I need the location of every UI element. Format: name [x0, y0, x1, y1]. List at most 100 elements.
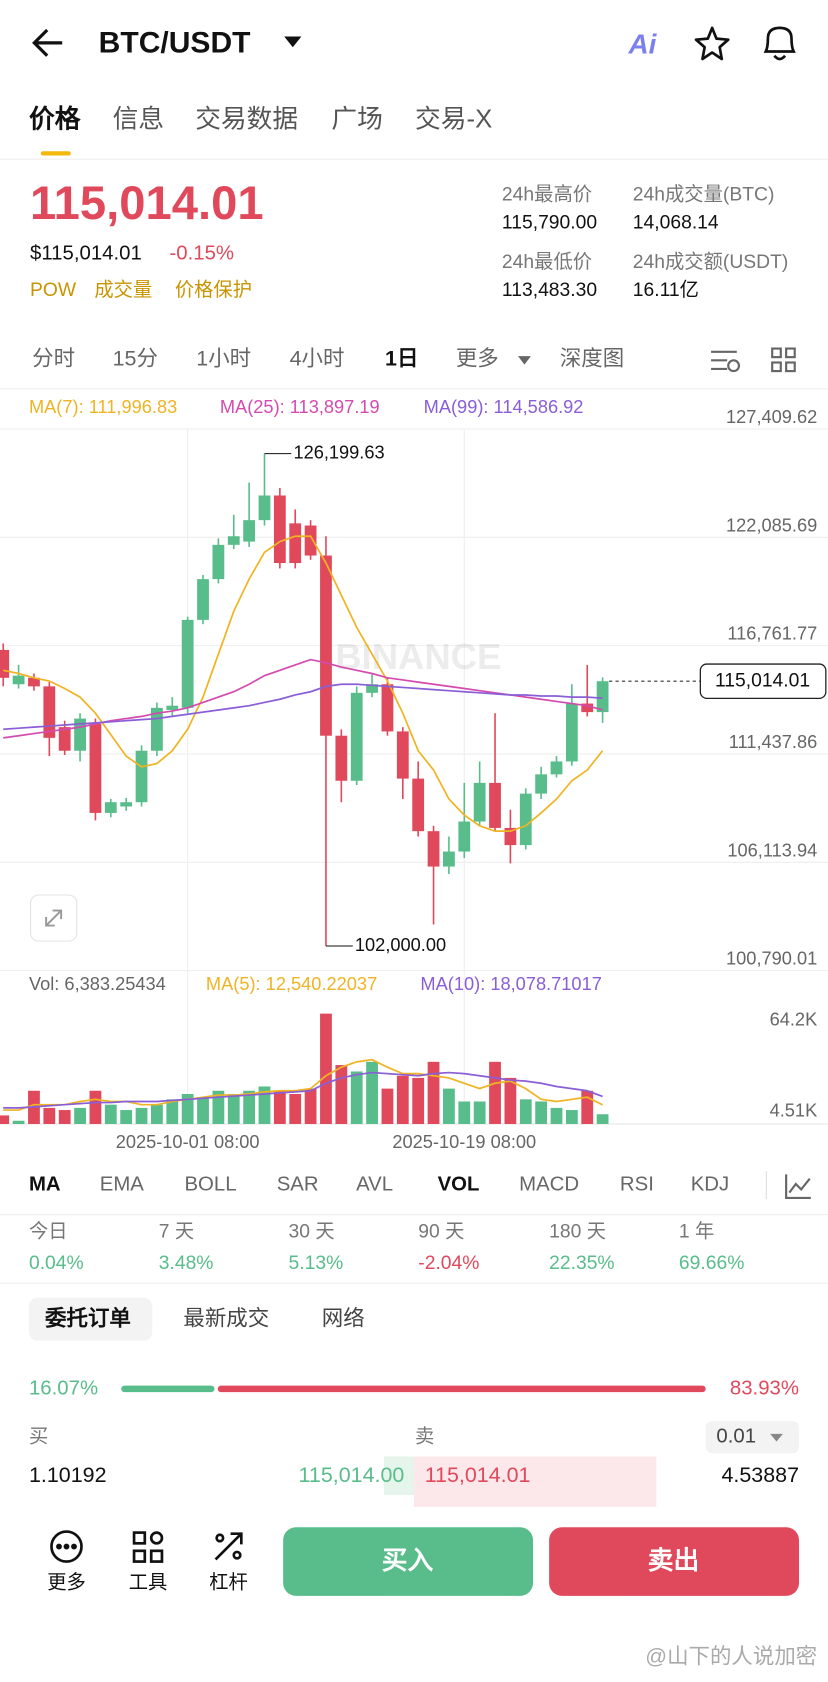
indicator-tab[interactable]: RSI	[619, 1172, 654, 1196]
indicator-tab[interactable]: MACD	[519, 1172, 580, 1196]
sell-label[interactable]: 卖出	[647, 1546, 700, 1576]
y-tick-label: 64.2K	[770, 1008, 818, 1029]
volume-bar	[443, 1088, 455, 1124]
interval[interactable]: 1日	[385, 347, 419, 372]
favorite-button[interactable]	[694, 26, 730, 61]
candle-body	[227, 536, 240, 545]
layout-button[interactable]	[771, 347, 796, 373]
bottom-item[interactable]: 工具	[128, 1571, 168, 1593]
watermark-text: @山下的人说加密	[645, 1645, 818, 1669]
divider	[765, 1171, 767, 1200]
interval[interactable]: 更多	[455, 347, 499, 372]
orderbook-tab[interactable]: 委托订单	[45, 1307, 131, 1331]
last-price: 115,014.01	[30, 176, 264, 230]
volume-bar	[151, 1104, 163, 1124]
candle-body	[89, 723, 102, 813]
tab[interactable]: 信息	[112, 104, 165, 134]
expand-icon	[45, 909, 63, 927]
interval[interactable]: 1小时	[196, 347, 252, 372]
divider	[0, 1282, 828, 1284]
stat-label: 24h成交量(BTC)	[632, 183, 775, 206]
more-icon[interactable]	[50, 1530, 83, 1563]
volume-bar	[166, 1099, 179, 1124]
tab[interactable]: 交易数据	[195, 104, 299, 134]
tab[interactable]: 交易-X	[415, 104, 493, 134]
tab-pill	[28, 1297, 153, 1341]
indicator-tab[interactable]: EMA	[99, 1172, 144, 1196]
candle-body	[212, 544, 225, 580]
bottom-item[interactable]: 更多	[47, 1571, 86, 1593]
tab[interactable]: 价格	[28, 104, 81, 134]
volume-bar	[381, 1088, 394, 1124]
volume-bar	[565, 1110, 578, 1124]
candle-body	[443, 851, 455, 867]
volume-bar	[519, 1099, 532, 1124]
indicator-tab[interactable]: KDJ	[690, 1172, 730, 1196]
header-icons	[32, 26, 796, 61]
candle-body	[243, 520, 256, 542]
interval[interactable]: 分时	[32, 347, 76, 372]
volume-bar	[120, 1110, 133, 1124]
pair-title[interactable]: BTC/USDT	[98, 25, 251, 60]
interval[interactable]: 4小时	[289, 347, 345, 372]
interval[interactable]: 深度图	[559, 347, 625, 372]
candle-body	[166, 705, 179, 710]
candle-body	[550, 761, 563, 775]
candle-body	[396, 731, 409, 779]
buy-label[interactable]: 买入	[381, 1546, 434, 1576]
indicator-settings[interactable]	[783, 1171, 813, 1201]
indicator-tab[interactable]: BOLL	[184, 1172, 237, 1196]
stat-value: 16.11亿	[632, 279, 699, 301]
stat-value: 115,790.00	[501, 211, 598, 233]
volume-bar	[581, 1090, 594, 1124]
watermark: BINANCE	[335, 636, 501, 677]
sell-button[interactable]	[549, 1527, 800, 1596]
candle-body	[0, 649, 10, 678]
back-button[interactable]	[32, 28, 63, 57]
ai-badge[interactable]: Ai	[628, 28, 657, 61]
pair-dropdown[interactable]	[284, 36, 302, 48]
candle-body	[104, 802, 117, 813]
volume-bar	[243, 1090, 256, 1124]
tools-icon[interactable]	[132, 1531, 164, 1563]
period-change: -2.04%	[418, 1251, 480, 1274]
volume-bar	[550, 1107, 563, 1124]
volume-bar	[396, 1075, 409, 1124]
ask-depth	[413, 1456, 657, 1508]
period-change: 5.13%	[288, 1251, 344, 1274]
period-label: 30 天	[288, 1220, 335, 1243]
buy-button[interactable]	[283, 1527, 534, 1596]
orderbook-tab[interactable]: 网络	[321, 1307, 365, 1331]
period-change: 22.35%	[549, 1251, 615, 1274]
tag[interactable]: 价格保护	[174, 279, 253, 301]
candle-body	[519, 793, 532, 846]
candle-body	[596, 681, 609, 713]
sell-ratio: 83.93%	[729, 1376, 800, 1400]
leverage-icon[interactable]	[214, 1532, 243, 1561]
tab[interactable]: 广场	[331, 104, 383, 134]
candle-body	[489, 782, 501, 828]
tag[interactable]: POW	[30, 279, 77, 301]
period-label: 180 天	[549, 1220, 607, 1243]
step-selector[interactable]	[705, 1421, 800, 1454]
expand-button[interactable]	[30, 894, 78, 942]
indicator-tab[interactable]: SAR	[276, 1172, 319, 1196]
notification-button[interactable]	[763, 26, 796, 61]
step-value[interactable]: 0.01	[716, 1424, 757, 1448]
interval[interactable]: 15分	[112, 347, 158, 372]
candle-body	[504, 827, 517, 846]
candle-body	[335, 735, 348, 781]
tag[interactable]: 成交量	[94, 279, 153, 301]
indicator-tab[interactable]: AVL	[356, 1172, 394, 1196]
indicator-tab[interactable]: VOL	[437, 1172, 480, 1196]
bottom-item[interactable]: 杠杆	[209, 1571, 248, 1593]
volume-bar	[58, 1110, 71, 1124]
divider	[0, 158, 828, 160]
chart-settings-button[interactable]	[711, 350, 741, 373]
orderbook-tab[interactable]: 最新成交	[183, 1307, 270, 1331]
y-tick-label: 116,761.77	[727, 623, 817, 644]
indicator-tab[interactable]: MA	[28, 1172, 61, 1196]
sell-header: 卖	[415, 1425, 435, 1448]
low-label: 102,000.00	[355, 934, 446, 955]
legend-item: MA(10): 18,078.71017	[420, 973, 602, 994]
